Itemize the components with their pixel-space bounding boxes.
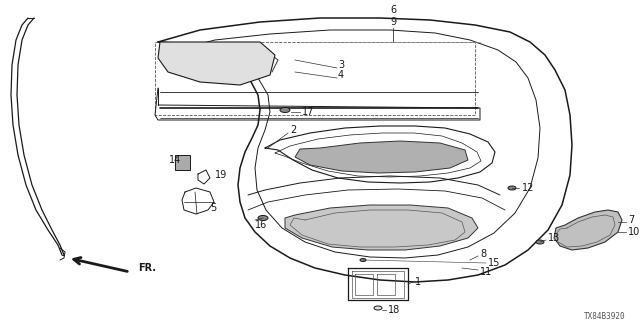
Polygon shape [158, 42, 275, 85]
Text: 13: 13 [548, 233, 560, 243]
Circle shape [258, 215, 268, 220]
Text: 18: 18 [388, 305, 400, 315]
Circle shape [280, 108, 290, 113]
Polygon shape [554, 210, 622, 250]
Text: 6: 6 [390, 5, 396, 15]
Text: 3: 3 [338, 60, 344, 70]
Circle shape [508, 186, 516, 190]
Text: 16: 16 [255, 220, 268, 230]
Text: 10: 10 [628, 227, 640, 237]
Circle shape [360, 259, 366, 261]
Text: TX84B3920: TX84B3920 [584, 312, 625, 320]
Text: 8: 8 [480, 249, 486, 259]
Polygon shape [285, 205, 478, 250]
Text: 1: 1 [415, 277, 421, 287]
Text: 5: 5 [210, 203, 216, 213]
Polygon shape [295, 141, 468, 173]
Text: 2: 2 [290, 125, 296, 135]
Text: 7: 7 [628, 215, 634, 225]
Text: 9: 9 [390, 17, 396, 27]
Text: 12: 12 [522, 183, 534, 193]
Text: 11: 11 [480, 267, 492, 277]
Text: FR.: FR. [138, 263, 156, 273]
Text: 17: 17 [302, 107, 314, 117]
Circle shape [536, 240, 544, 244]
FancyBboxPatch shape [175, 155, 190, 170]
Text: 4: 4 [338, 70, 344, 80]
Text: 19: 19 [215, 170, 227, 180]
Text: 15: 15 [488, 258, 500, 268]
Circle shape [374, 306, 382, 310]
Text: 14: 14 [169, 155, 181, 165]
